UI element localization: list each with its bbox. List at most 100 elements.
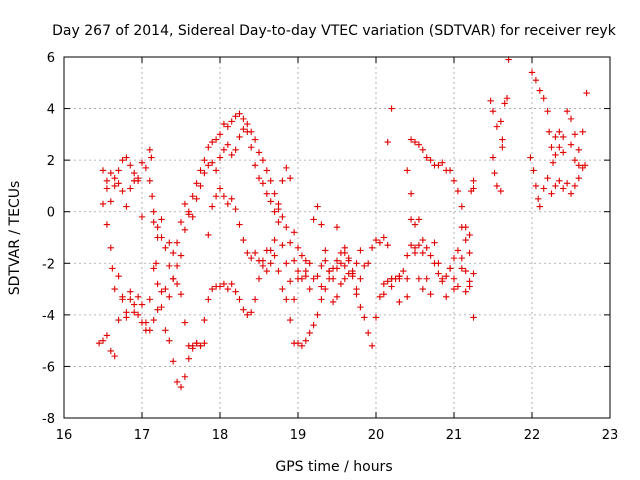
data-point [535,195,542,203]
data-point [131,169,138,177]
data-point [427,252,434,259]
data-point [318,221,325,228]
data-point [489,154,497,161]
data-point [388,283,395,290]
data-point [318,283,325,290]
data-point [290,229,298,236]
x-tick-label: 18 [212,428,229,443]
data-point [193,180,200,187]
data-point [310,216,317,223]
data-point [415,242,423,249]
data-point [181,226,189,233]
data-point [177,383,185,391]
data-point [491,169,498,177]
data-point [244,128,251,135]
data-point [267,247,274,254]
data-point [240,236,247,244]
data-point [549,159,557,166]
data-point [439,159,446,166]
data-point [384,242,391,249]
data-point [150,265,157,272]
data-point [462,267,469,275]
data-point [493,123,501,130]
data-point [244,249,251,257]
data-point [154,223,161,231]
data-point [232,113,239,120]
data-point [361,262,368,270]
data-point [552,182,559,190]
data-point [138,319,146,326]
data-point [205,296,212,303]
data-point [431,239,438,246]
data-point [527,154,534,161]
data-point [99,200,107,208]
data-point [337,260,345,267]
data-point [536,203,543,210]
data-point [571,182,579,190]
data-point [454,247,462,254]
data-point [152,260,160,267]
data-point [357,275,364,282]
data-point [310,321,317,329]
data-point [158,288,165,295]
data-point [581,162,589,169]
data-point [404,252,411,259]
data-point [158,303,165,311]
grid-lines [64,57,610,418]
y-tick-label: 0 [47,206,55,221]
data-point [162,244,169,252]
data-point [263,267,270,275]
data-point [380,280,387,288]
data-point [443,272,450,280]
data-point [111,182,118,190]
data-point [552,133,559,141]
data-point [267,260,274,267]
data-point [236,221,243,228]
y-axis-title: SDTVAR / TECUs [7,181,23,296]
data-point [372,236,380,244]
data-point [458,254,465,262]
data-point [314,311,321,319]
data-point [556,144,563,151]
data-point [466,231,473,239]
data-point [263,190,270,197]
data-point [142,164,150,172]
data-point [216,154,224,161]
data-point [146,146,153,154]
data-point [419,285,426,293]
data-point [341,262,348,270]
data-point [232,288,239,295]
data-point [248,144,255,151]
data-point [376,239,384,246]
data-point [497,187,504,195]
data-point [306,329,313,337]
data-point [197,342,204,349]
data-point [302,272,309,280]
data-point [197,167,204,174]
data-point [115,180,122,187]
data-point [236,133,243,141]
data-point [427,156,434,164]
data-point [530,167,537,174]
data-point [540,95,547,102]
data-point [127,162,134,169]
data-point [302,257,309,264]
data-points [95,56,590,391]
data-point [251,162,259,169]
data-point [407,216,415,223]
chart-title: Day 267 of 2014, Sidereal Day-to-day VTE… [52,23,617,39]
data-point [419,249,426,257]
x-axis-title: GPS time / hours [275,459,392,475]
data-point [146,296,153,303]
data-point [404,293,411,301]
data-point [209,285,216,293]
data-point [271,190,278,197]
data-point [154,306,161,313]
data-point [267,177,274,184]
data-point [501,100,508,107]
data-point [372,314,380,321]
data-point [314,272,321,280]
data-point [462,288,469,295]
data-point [173,262,181,270]
data-point [283,260,290,267]
